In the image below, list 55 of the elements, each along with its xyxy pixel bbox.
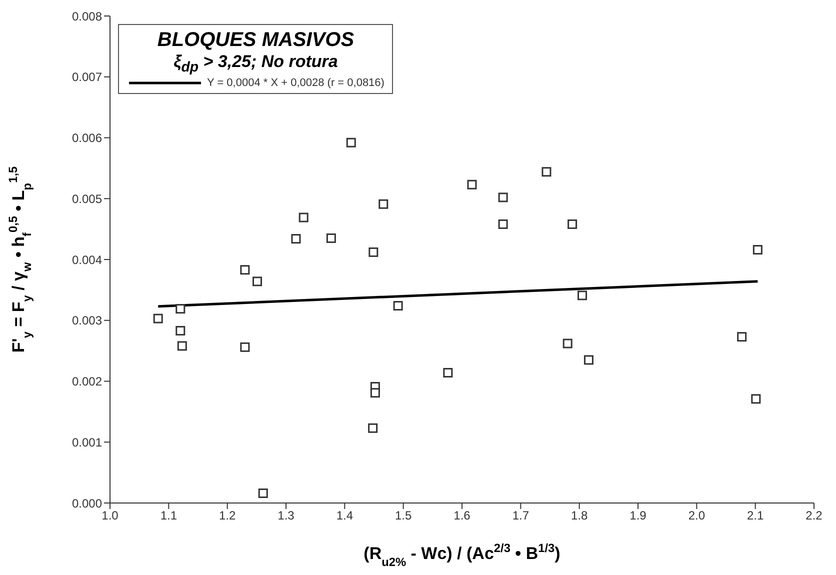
x-tick-label: 1.5: [394, 508, 412, 523]
y-tick-label: 0.005: [72, 192, 102, 206]
point: [298, 212, 308, 222]
x-tick-label: 2.1: [746, 508, 764, 523]
text: BLOQUES MASIVOS: [156, 29, 356, 52]
y-tick-label: 0.001: [72, 435, 102, 450]
x-tick-label: 2.0: [688, 508, 706, 523]
point: [542, 167, 552, 177]
point: [176, 326, 186, 336]
point: [568, 219, 578, 229]
text: Y = 0,0004 * X + 0,0028 (r = 0,0816): [207, 77, 384, 90]
x-tick-label: 1.6: [454, 508, 471, 523]
point: [751, 394, 761, 404]
point: [240, 342, 250, 352]
point: [368, 247, 378, 257]
text: ξ$_{dp}$ > 3,25; No rotura: [172, 52, 339, 76]
y-tick-label: 0.000: [72, 496, 102, 510]
point: [176, 304, 186, 314]
y-tick-label: 0.008: [72, 9, 102, 24]
y-tick-label: 0.004: [72, 252, 102, 267]
point: [291, 234, 301, 244]
point: [393, 301, 403, 311]
x-tick-label: 1.0: [102, 508, 119, 523]
point: [326, 233, 336, 243]
x-tick-label: 1.1: [160, 508, 178, 523]
point: [737, 332, 747, 342]
x-tick-label: 1.4: [336, 508, 354, 523]
point: [467, 180, 477, 190]
point: [498, 192, 508, 202]
x-tick-label: 2.2: [806, 508, 823, 523]
point: [578, 290, 588, 300]
point: [346, 138, 356, 148]
point: [153, 314, 163, 324]
point: [258, 488, 268, 498]
y-tick-label: 0.007: [72, 70, 102, 84]
point: [378, 199, 388, 209]
x-tick-label: 1.8: [570, 508, 588, 523]
point: [240, 265, 250, 275]
y-tick-label: 0.002: [72, 374, 102, 389]
point: [498, 219, 508, 229]
x-axis-title: (R$_{u2%}$ - Wc) / (Ac$^{2/3}$ • B$^{1/3}$): [364, 541, 560, 569]
x-tick-label: 1.9: [630, 508, 647, 523]
y-tick-label: 0.003: [72, 314, 102, 328]
point: [752, 245, 762, 255]
point: [370, 388, 380, 398]
point: [562, 338, 572, 348]
x-tick-label: 1.2: [218, 508, 236, 523]
x-tick-label: 1.3: [278, 508, 295, 523]
point: [252, 276, 262, 286]
point: [443, 368, 453, 378]
y-tick-label: 0.006: [72, 131, 102, 146]
x-tick-label: 1.7: [512, 508, 530, 523]
point: [177, 341, 187, 351]
point: [368, 423, 378, 433]
point: [584, 355, 594, 365]
